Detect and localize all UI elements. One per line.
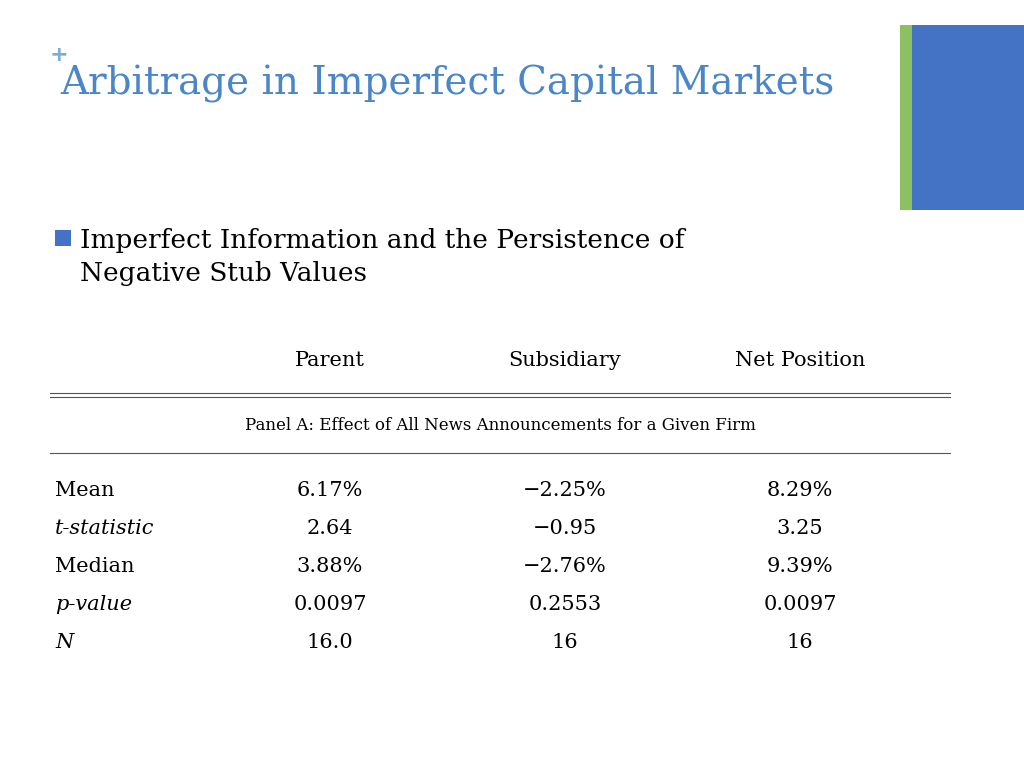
Text: Negative Stub Values: Negative Stub Values bbox=[80, 261, 367, 286]
Text: Subsidiary: Subsidiary bbox=[509, 350, 622, 369]
Text: 2.64: 2.64 bbox=[307, 518, 353, 538]
Text: 16: 16 bbox=[786, 633, 813, 651]
Text: Arbitrage in Imperfect Capital Markets: Arbitrage in Imperfect Capital Markets bbox=[60, 65, 835, 103]
Text: 8.29%: 8.29% bbox=[767, 481, 834, 499]
Text: p-value: p-value bbox=[55, 594, 132, 614]
Text: 16: 16 bbox=[552, 633, 579, 651]
Text: t-statistic: t-statistic bbox=[55, 518, 155, 538]
Text: 9.39%: 9.39% bbox=[767, 557, 834, 575]
Text: +: + bbox=[50, 45, 69, 65]
Text: 0.2553: 0.2553 bbox=[528, 594, 602, 614]
Text: N: N bbox=[55, 633, 74, 651]
Text: 0.0097: 0.0097 bbox=[293, 594, 367, 614]
Text: 16.0: 16.0 bbox=[306, 633, 353, 651]
Text: Parent: Parent bbox=[295, 350, 365, 369]
Text: −0.95: −0.95 bbox=[532, 518, 597, 538]
Text: 3.88%: 3.88% bbox=[297, 557, 364, 575]
Text: Median: Median bbox=[55, 557, 134, 575]
Text: −2.25%: −2.25% bbox=[523, 481, 607, 499]
Text: 6.17%: 6.17% bbox=[297, 481, 364, 499]
Text: Panel A: Effect of All News Announcements for a Given Firm: Panel A: Effect of All News Announcement… bbox=[245, 416, 756, 433]
Text: −2.76%: −2.76% bbox=[523, 557, 607, 575]
Text: 0.0097: 0.0097 bbox=[763, 594, 837, 614]
Text: Net Position: Net Position bbox=[735, 350, 865, 369]
Text: Imperfect Information and the Persistence of: Imperfect Information and the Persistenc… bbox=[80, 228, 684, 253]
Text: 3.25: 3.25 bbox=[776, 518, 823, 538]
Text: Mean: Mean bbox=[55, 481, 115, 499]
